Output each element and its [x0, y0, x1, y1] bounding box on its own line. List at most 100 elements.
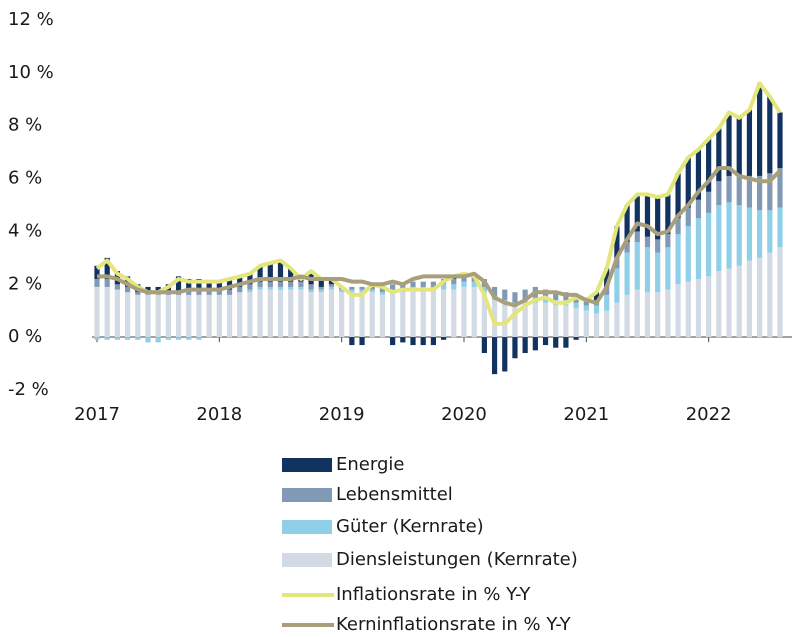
bar-segment	[390, 284, 396, 290]
bar-segment	[583, 305, 589, 311]
bar-segment	[461, 276, 467, 282]
bar-segment	[410, 289, 416, 338]
bar-segment	[604, 310, 610, 338]
bar-segment	[155, 337, 161, 343]
bar-segment	[532, 302, 538, 338]
bar-segment	[644, 236, 651, 248]
bar-segment	[124, 337, 131, 340]
bar-segment	[451, 284, 457, 290]
bar-segment	[94, 286, 100, 338]
bar-segment	[777, 112, 783, 168]
bar-segment	[593, 305, 600, 314]
bar-segment	[634, 194, 640, 232]
bar-segment	[716, 271, 722, 338]
bar-segment	[94, 279, 100, 287]
legend-label: Energie	[336, 454, 404, 475]
bar-segment	[135, 294, 141, 338]
bar-segment	[767, 173, 773, 211]
bar-segment	[124, 276, 131, 287]
bar-segment	[481, 337, 487, 353]
bar-segment	[359, 286, 365, 290]
bar-segment	[726, 175, 732, 203]
bar-segment	[522, 289, 528, 301]
bar-segment	[665, 194, 671, 235]
legend-swatch	[282, 520, 332, 534]
bar-segment	[502, 337, 508, 372]
bar-segment	[451, 279, 457, 285]
bar-segment	[634, 242, 640, 290]
bar-segment	[542, 302, 549, 338]
bar-segment	[695, 199, 702, 219]
bar-segment	[400, 292, 406, 338]
bar-segment	[308, 292, 314, 338]
bar-segment	[736, 175, 742, 205]
x-tick-label: 2018	[196, 404, 242, 425]
bar-segment	[196, 289, 202, 295]
bar-segment	[665, 234, 671, 248]
bar-segment	[114, 284, 120, 290]
bar-segment	[400, 284, 406, 290]
bar-segment	[532, 337, 538, 351]
bar-segment	[777, 247, 783, 338]
legend-label: Lebensmittel	[336, 484, 453, 505]
bar-segment	[196, 279, 202, 290]
bar-segment	[624, 294, 630, 338]
bar-segment	[135, 337, 141, 340]
bar-segment	[349, 337, 355, 346]
x-tick-label: 2020	[441, 404, 487, 425]
bar-segment	[359, 289, 365, 293]
bar-segment	[777, 207, 783, 248]
bar-segment	[267, 289, 273, 338]
bar-segment	[604, 286, 610, 295]
legend-label: Diensleistungen (Kernrate)	[336, 549, 578, 570]
bar-segment	[267, 286, 273, 290]
bar-segment	[573, 308, 579, 338]
bar-segment	[206, 289, 212, 295]
bar-segment	[471, 281, 477, 287]
bar-segment	[553, 305, 559, 338]
bar-segment	[604, 268, 610, 287]
bar-segment	[583, 310, 589, 338]
bar-segment	[186, 289, 192, 295]
bar-segment	[471, 286, 477, 338]
bar-segment	[695, 218, 702, 279]
bar-segment	[237, 286, 243, 293]
bar-segment	[94, 337, 100, 340]
bar-segment	[349, 289, 355, 293]
bar-segment	[155, 286, 161, 293]
bar-segment	[155, 294, 161, 338]
bar-segment	[420, 289, 426, 338]
bar-segment	[614, 302, 620, 338]
bar-segment	[522, 302, 528, 338]
bar-segment	[634, 289, 640, 338]
bar-segment	[451, 289, 457, 338]
bar-segment	[430, 281, 437, 287]
bar-segment	[757, 210, 763, 258]
bar-segment	[593, 292, 600, 301]
bar-segment	[257, 289, 263, 338]
bar-segment	[349, 292, 355, 338]
bar-segment	[124, 292, 131, 338]
legend-label: Inflationsrate in % Y-Y	[336, 584, 531, 605]
bar-segment	[359, 337, 365, 346]
bar-segment	[461, 281, 467, 287]
bar-segment	[767, 210, 773, 253]
bar-segment	[481, 292, 487, 338]
bar-segment	[247, 289, 253, 293]
bar-segment	[624, 242, 630, 253]
bar-segment	[461, 286, 467, 338]
bar-segment	[430, 289, 437, 338]
bar-segment	[655, 292, 661, 338]
bar-segment	[410, 281, 416, 287]
bar-segment	[318, 292, 324, 338]
bar-segment	[165, 337, 171, 340]
bar-segment	[175, 337, 182, 340]
bar-segment	[339, 292, 345, 338]
bar-segment	[369, 289, 375, 293]
bar-segment	[502, 289, 508, 301]
bar-segment	[247, 273, 253, 285]
bar-segment	[145, 294, 151, 338]
bar-segment	[94, 265, 100, 279]
bar-segment	[379, 294, 386, 338]
bar-segment	[318, 286, 324, 290]
